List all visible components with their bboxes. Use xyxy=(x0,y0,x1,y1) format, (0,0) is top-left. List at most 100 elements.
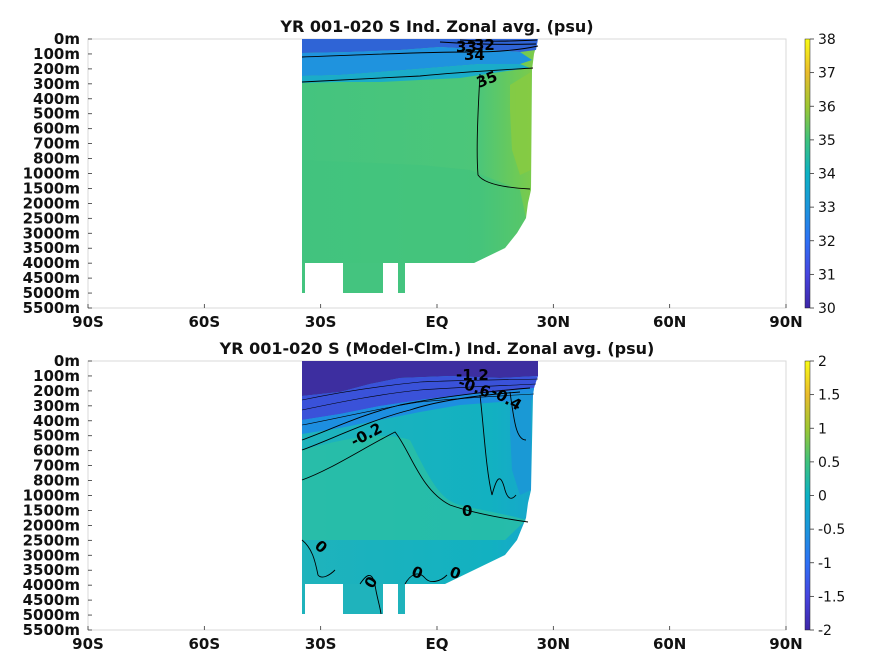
contour-line xyxy=(301,393,535,426)
colorbar-tick-label: 36 xyxy=(818,99,836,115)
contour-line xyxy=(301,387,531,441)
contour-line xyxy=(301,378,539,401)
topo-column-1 xyxy=(302,584,305,614)
topo-column-2 xyxy=(343,263,383,293)
x-tick-label: 90S xyxy=(72,313,104,331)
colorbar-tick-label: 1 xyxy=(818,421,827,437)
negative-layer-3 xyxy=(302,388,534,434)
y-tick-label: 100m xyxy=(33,45,80,63)
x-tick-label: EQ xyxy=(426,313,449,331)
y-tick-label: 800m xyxy=(33,472,80,490)
y-tick-label: 300m xyxy=(33,75,80,93)
colorbar-ticks: -2 -1.5 -1 -0.5 0 0.5 1 1.5 2 xyxy=(810,354,845,639)
x-tick-label: 60S xyxy=(188,635,220,653)
x-tick-label: 90N xyxy=(769,635,802,653)
colorbar-tick-label: 31 xyxy=(818,267,836,283)
contour-label: 0 xyxy=(462,502,472,520)
y-tick-label: 1500m xyxy=(23,179,80,197)
y-tick-label: 700m xyxy=(33,135,80,153)
contour-line xyxy=(459,39,538,42)
x-tick-label: 90N xyxy=(769,313,802,331)
salty-core xyxy=(510,72,531,175)
topo-column-3 xyxy=(398,263,405,293)
y-tick-label: 1000m xyxy=(23,165,80,183)
x-tick-label: EQ xyxy=(426,635,449,653)
colorbar-tick-label: 1.5 xyxy=(818,388,840,404)
x-axis-ticks: 90S 60S 30S EQ 30N 60N 90N xyxy=(72,626,803,653)
y-tick-label: 300m xyxy=(33,397,80,415)
y-tick-label: 600m xyxy=(33,442,80,460)
topo-column-2 xyxy=(343,584,383,614)
contour-label: 32 xyxy=(474,36,495,54)
x-tick-label: 90S xyxy=(72,635,104,653)
y-tick-label: 5000m xyxy=(23,606,80,624)
y-tick-label: 5500m xyxy=(23,621,80,639)
y-tick-label: 400m xyxy=(33,90,80,108)
chart-title: YR 001-020 S Ind. Zonal avg. (psu) xyxy=(279,17,593,36)
y-tick-label: 2000m xyxy=(23,194,80,212)
y-tick-label: 3500m xyxy=(23,239,80,257)
contour-label: 33 xyxy=(456,38,477,56)
colorbar-tick-label: 32 xyxy=(818,234,836,250)
x-tick-label: 30S xyxy=(305,313,337,331)
y-tick-label: 5000m xyxy=(23,284,80,302)
colorbar-tick-label: 35 xyxy=(818,133,836,149)
y-tick-label: 600m xyxy=(33,120,80,138)
colorbar-tick-label: 0.5 xyxy=(818,455,840,471)
panel-anomaly: YR 001-020 S (Model-Clm.) Ind. Zonal avg… xyxy=(23,339,846,653)
y-tick-label: 4000m xyxy=(23,576,80,594)
contour-line xyxy=(439,41,537,45)
y-tick-label: 700m xyxy=(33,457,80,475)
colorbar-tick-label: 38 xyxy=(818,32,836,48)
fresh-surface-layer xyxy=(302,39,538,53)
y-tick-label: 400m xyxy=(33,412,80,430)
fresh-layer-3 xyxy=(302,64,530,83)
colorbar-tick-label: 34 xyxy=(818,167,836,183)
fresh-layer-2 xyxy=(302,47,532,76)
contour-line xyxy=(359,575,382,615)
y-tick-label: 2500m xyxy=(23,209,80,227)
y-tick-label: 500m xyxy=(33,427,80,445)
y-tick-label: 0m xyxy=(54,30,80,48)
y-tick-label: 0m xyxy=(54,352,80,370)
y-tick-label: 2500m xyxy=(23,531,80,549)
y-tick-label: 200m xyxy=(33,382,80,400)
y-tick-label: 800m xyxy=(33,150,80,168)
colorbar-tick-label: -1 xyxy=(818,556,832,572)
contour-line xyxy=(404,573,448,585)
positive-anomaly-zone xyxy=(302,435,526,540)
y-tick-label: 3000m xyxy=(23,546,80,564)
x-axis-ticks: 90S 60S 30S EQ 30N 60N 90N xyxy=(72,304,803,331)
contour-line xyxy=(301,383,537,411)
y-tick-label: 4500m xyxy=(23,591,80,609)
y-tick-label: 1000m xyxy=(23,487,80,505)
y-tick-label: 200m xyxy=(33,60,80,78)
contour-line xyxy=(301,539,336,578)
contour-line xyxy=(301,391,521,451)
contour-line xyxy=(301,45,539,58)
surface-negative-anomaly xyxy=(302,361,538,396)
colorbar-tick-label: 30 xyxy=(818,301,836,317)
negative-layer-2 xyxy=(302,376,538,420)
colorbar-tick-label: 2 xyxy=(818,354,827,370)
colorbar-tick-label: 33 xyxy=(818,200,836,216)
panel-salinity: YR 001-020 S Ind. Zonal avg. (psu) 35 34… xyxy=(23,17,836,331)
x-tick-label: 60N xyxy=(653,635,686,653)
x-tick-label: 30N xyxy=(537,635,570,653)
topo-column-3 xyxy=(398,584,405,614)
y-tick-label: 5500m xyxy=(23,299,80,317)
colorbar-tick-label: -0.5 xyxy=(818,522,845,538)
contour-label: 34 xyxy=(464,46,485,64)
topo-column-1 xyxy=(302,263,305,293)
colorbar-tick-label: 0 xyxy=(818,489,827,505)
y-tick-label: 100m xyxy=(33,367,80,385)
colorbar-tick-label: -2 xyxy=(818,623,832,639)
contour-line xyxy=(509,391,527,441)
colorbar xyxy=(804,38,811,309)
colorbar-tick-label: 37 xyxy=(818,66,836,82)
deep-water xyxy=(302,160,526,263)
y-tick-label: 500m xyxy=(33,105,80,123)
colorbar xyxy=(804,360,811,631)
contour-line xyxy=(301,431,529,523)
y-tick-label: 4500m xyxy=(23,269,80,287)
